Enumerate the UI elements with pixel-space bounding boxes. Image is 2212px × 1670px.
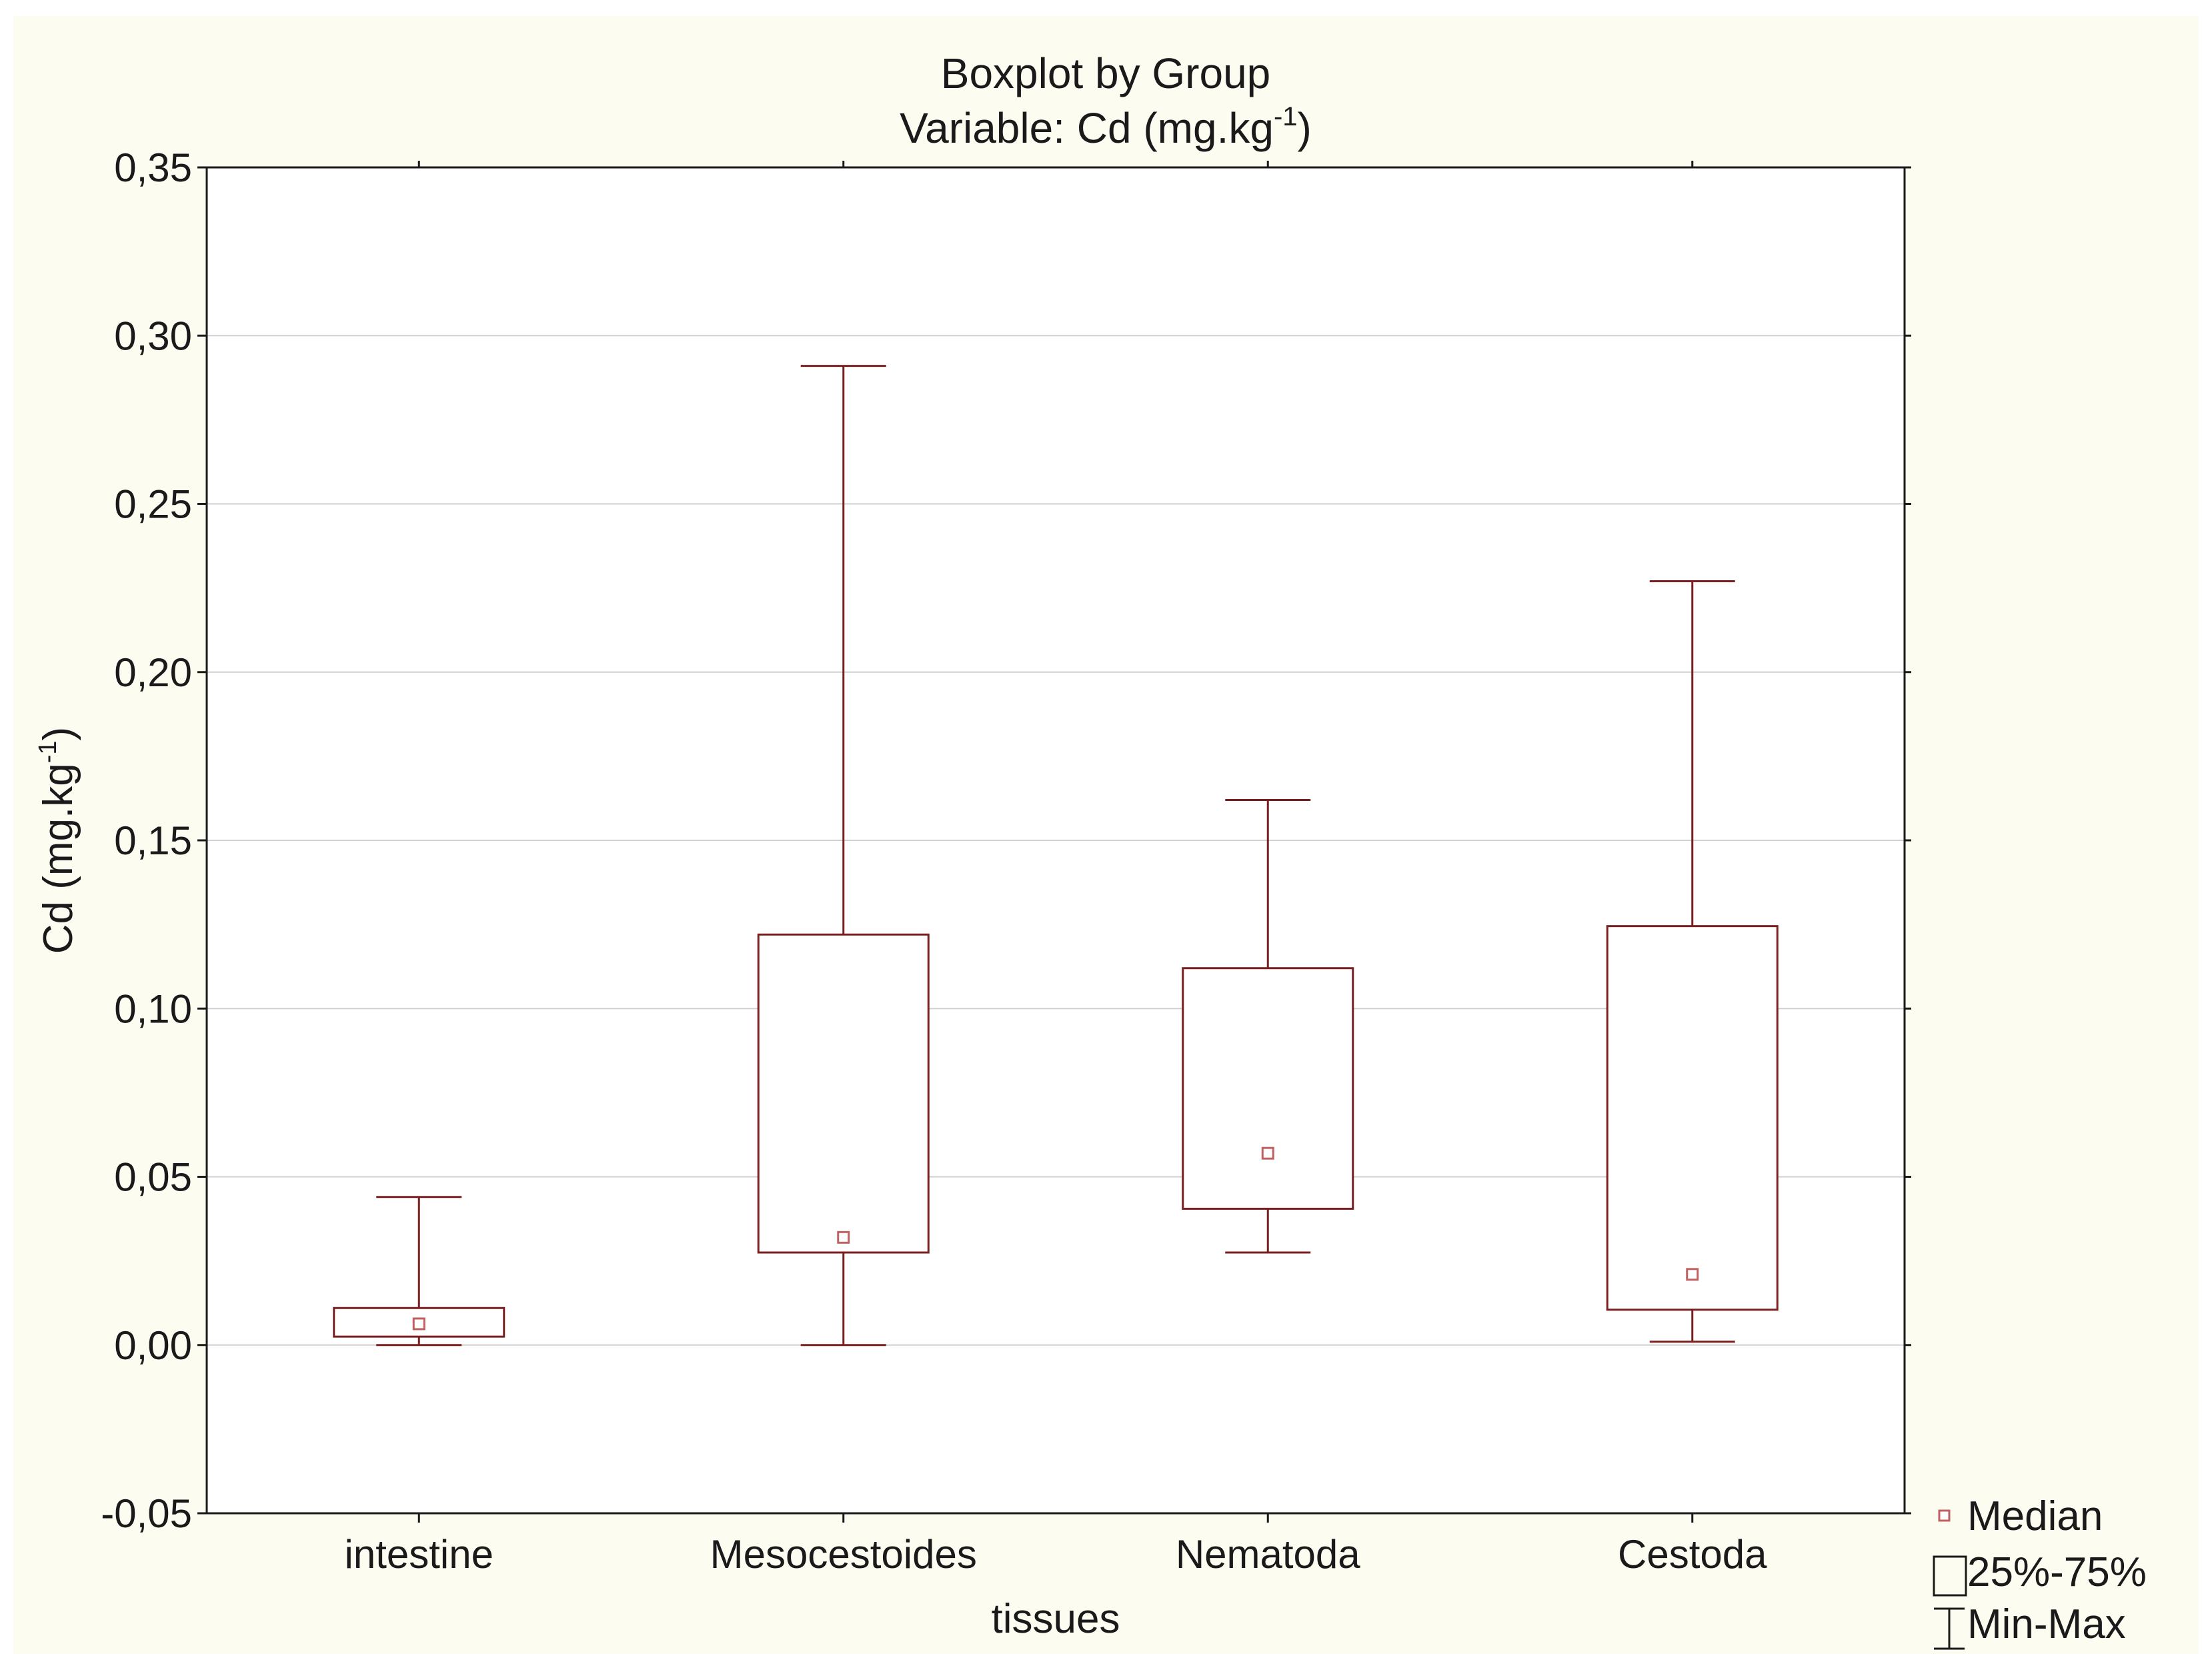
subtitle-unit-exp: -1 [1274, 102, 1298, 131]
legend-box-symbol [1933, 1555, 1967, 1597]
chart-subtitle: Variable: Cd (mg.kg-1) [900, 102, 1312, 152]
y-tick-label: 0,05 [114, 1155, 192, 1200]
chart-frame: Boxplot by Group Variable: Cd (mg.kg-1) … [13, 16, 2199, 1654]
box-group-nematoda [1182, 798, 1354, 1254]
y-axis-title-unit-base: (mg.kg [35, 763, 81, 889]
box-series [333, 365, 1779, 1347]
median-marker [412, 1317, 425, 1331]
x-axis-ticks: intestine Mesocestoides Nematoda Cestoda [345, 161, 1767, 1577]
median-marker [837, 1230, 850, 1244]
y-axis-title-unit-exp: -1 [34, 740, 62, 763]
subtitle-prefix: Variable: Cd [900, 104, 1131, 152]
legend-median-label: Median [1967, 1493, 2103, 1539]
y-axis-title: Cd (mg.kg-1) [34, 727, 81, 954]
y-tick-label: 0,25 [114, 482, 192, 527]
y-tick-label: 0,15 [114, 818, 192, 863]
legend: Median 25%-75% Min-Max [1933, 1493, 2147, 1650]
box-group-cestoda [1606, 580, 1779, 1343]
legend-whisker-label: Min-Max [1967, 1601, 2126, 1647]
x-tick-label: Nematoda [1176, 1532, 1360, 1577]
legend-box-label: 25%-75% [1967, 1549, 2147, 1595]
y-tick-label: 0,35 [114, 145, 192, 190]
median-marker [1261, 1146, 1274, 1160]
box-iqr [1606, 925, 1779, 1311]
y-tick-label: 0,10 [114, 986, 192, 1031]
legend-median-symbol [1938, 1509, 1951, 1522]
y-axis-title-prefix: Cd [35, 901, 81, 954]
box-group-mesocestoides [757, 365, 930, 1347]
box-iqr [1182, 967, 1354, 1210]
y-tick-label: 0,30 [114, 313, 192, 358]
y-tick-label: -0,05 [101, 1491, 192, 1536]
box-group-intestine [333, 1196, 505, 1347]
y-tick-label: 0,20 [114, 650, 192, 695]
x-axis-title: tissues [992, 1596, 1120, 1642]
y-tick-label: 0,00 [114, 1323, 192, 1368]
box-iqr [757, 933, 930, 1254]
grid-lines [207, 335, 1905, 1346]
x-tick-label: intestine [345, 1532, 493, 1577]
x-tick-label: Cestoda [1618, 1532, 1767, 1577]
y-axis-title-unit-close: ) [35, 727, 81, 741]
x-tick-label: Mesocestoides [710, 1532, 977, 1577]
legend-whisker-symbol [1934, 1607, 1965, 1650]
chart-title: Boxplot by Group [941, 49, 1271, 97]
subtitle-unit-base: (mg.kg [1143, 104, 1274, 152]
median-marker [1686, 1268, 1699, 1281]
subtitle-unit-close: ) [1298, 104, 1312, 152]
boxplot-chart: Boxplot by Group Variable: Cd (mg.kg-1) … [34, 49, 2147, 1650]
plot-border [205, 166, 1906, 1515]
y-axis-ticks: -0,05 0,00 0,05 0,10 0,15 0,20 0,25 0,30 0,35 [101, 145, 1911, 1536]
